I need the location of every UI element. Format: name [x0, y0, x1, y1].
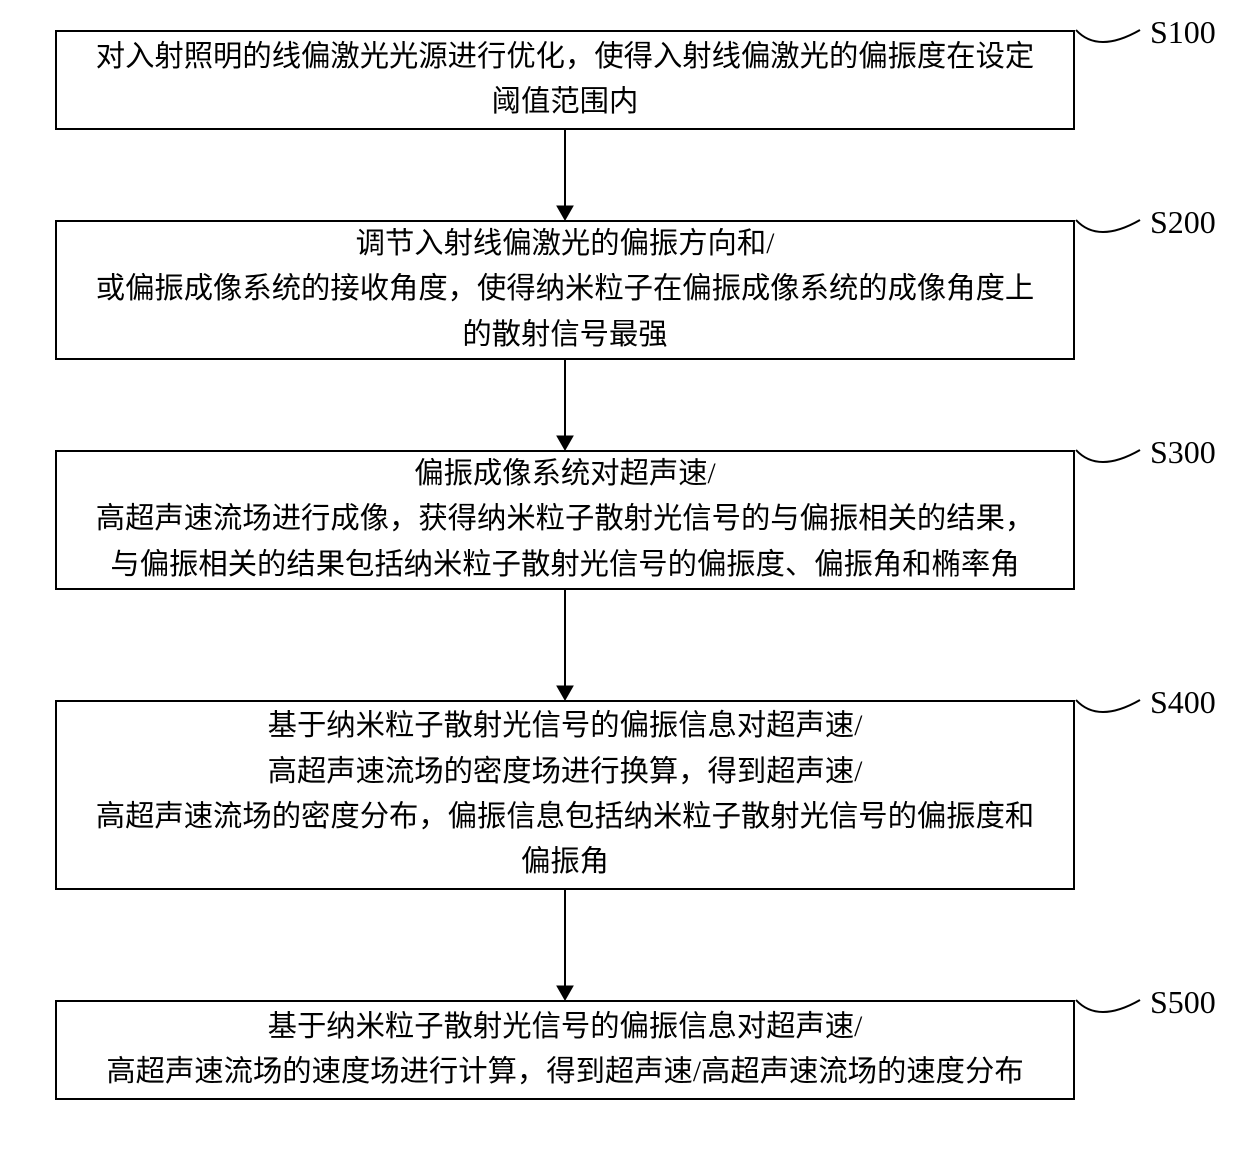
flow-label-l200: S200 [1150, 204, 1216, 241]
flow-label-l100: S100 [1150, 14, 1216, 51]
flow-label-l300: S300 [1150, 434, 1216, 471]
flow-step-s200: 调节入射线偏激光的偏振方向和/ 或偏振成像系统的接收角度，使得纳米粒子在偏振成像… [55, 220, 1075, 360]
flow-step-s300: 偏振成像系统对超声速/ 高超声速流场进行成像，获得纳米粒子散射光信号的与偏振相关… [55, 450, 1075, 590]
flow-step-text-s300: 偏振成像系统对超声速/ 高超声速流场进行成像，获得纳米粒子散射光信号的与偏振相关… [96, 452, 1035, 588]
flow-step-text-s100: 对入射照明的线偏激光光源进行优化，使得入射线偏激光的偏振度在设定 阈值范围内 [96, 35, 1035, 126]
flow-step-text-s400: 基于纳米粒子散射光信号的偏振信息对超声速/ 高超声速流场的密度场进行换算，得到超… [96, 704, 1035, 886]
flow-step-text-s200: 调节入射线偏激光的偏振方向和/ 或偏振成像系统的接收角度，使得纳米粒子在偏振成像… [96, 222, 1035, 358]
flow-step-text-s500: 基于纳米粒子散射光信号的偏振信息对超声速/ 高超声速流场的速度场进行计算，得到超… [106, 1005, 1023, 1096]
flow-label-l400: S400 [1150, 684, 1216, 721]
flow-step-s400: 基于纳米粒子散射光信号的偏振信息对超声速/ 高超声速流场的密度场进行换算，得到超… [55, 700, 1075, 890]
flow-label-l500: S500 [1150, 984, 1216, 1021]
flow-step-s500: 基于纳米粒子散射光信号的偏振信息对超声速/ 高超声速流场的速度场进行计算，得到超… [55, 1000, 1075, 1100]
flow-step-s100: 对入射照明的线偏激光光源进行优化，使得入射线偏激光的偏振度在设定 阈值范围内 [55, 30, 1075, 130]
